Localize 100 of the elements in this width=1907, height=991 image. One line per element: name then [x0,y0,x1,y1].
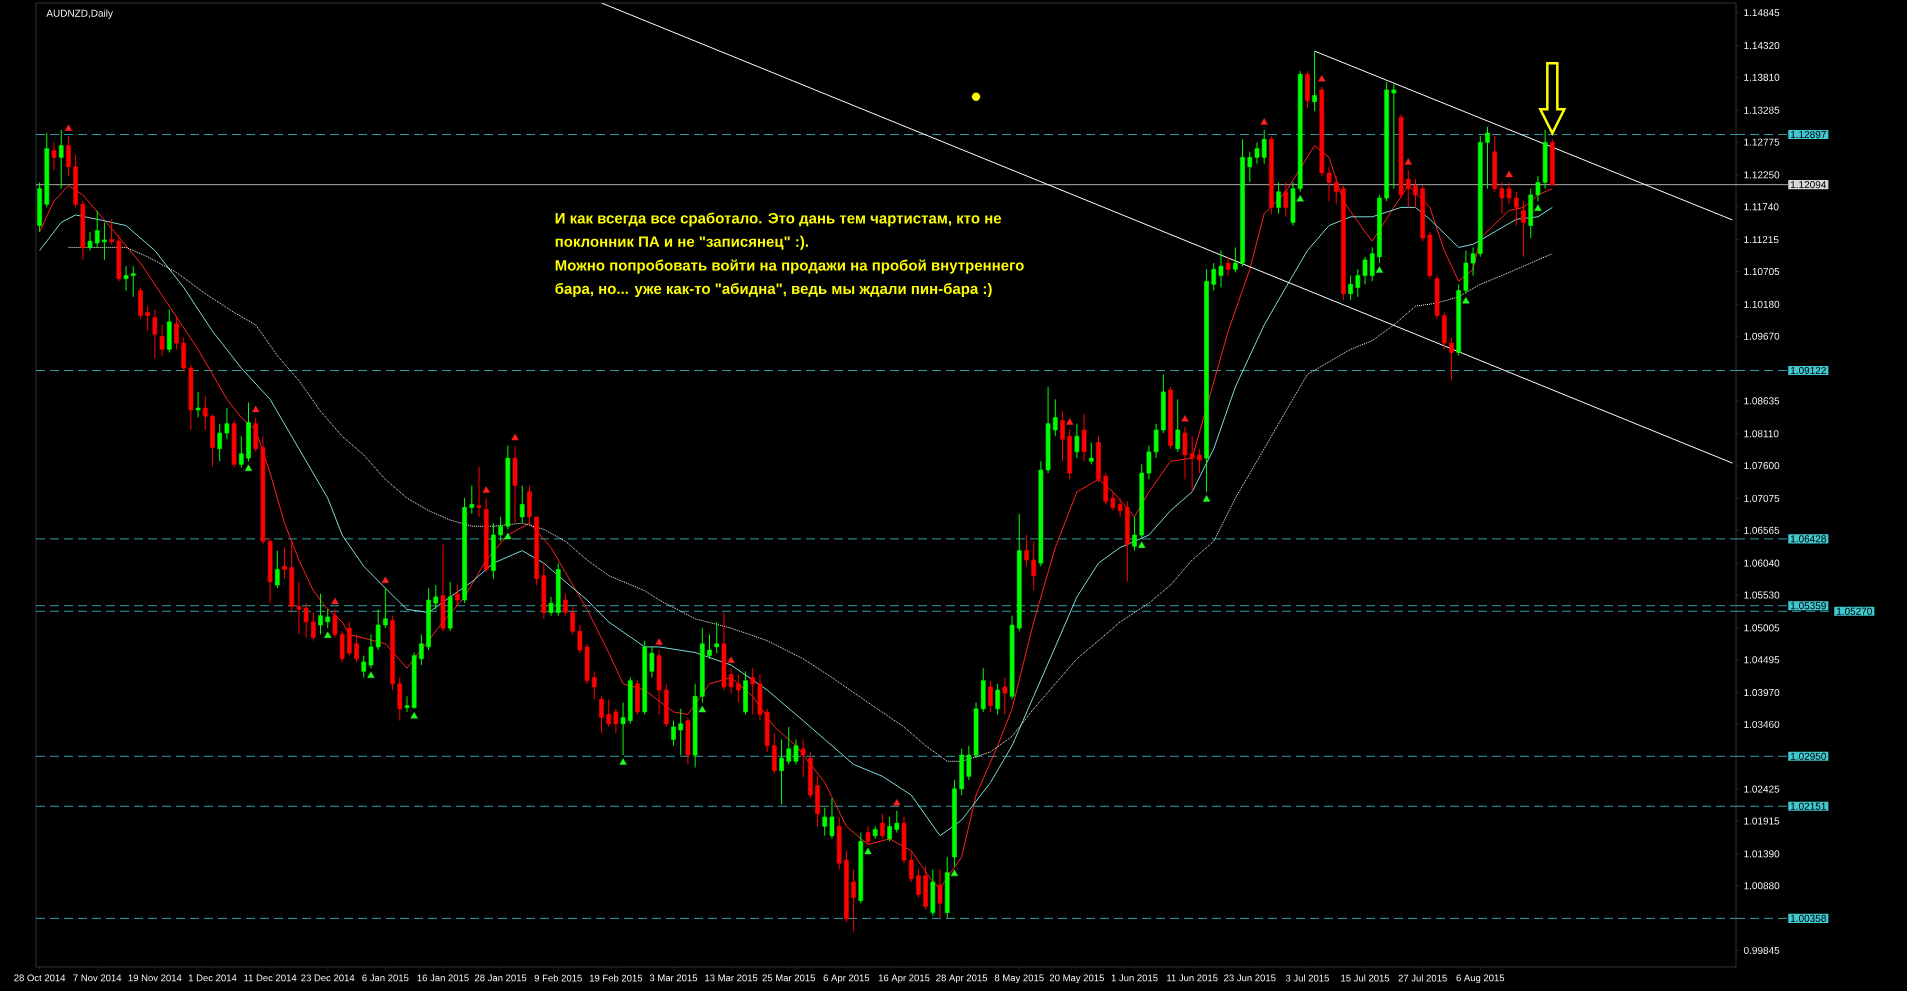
point [1066,418,1074,425]
y-tick-label: 1.11740 [1744,203,1779,211]
candlestick [880,813,885,840]
candlestick [995,683,1000,715]
candlestick [1211,262,1217,292]
y-tick-label: 1.06565 [1744,526,1780,534]
x-tick-label: 6 Jan 2015 [362,974,409,982]
point [64,124,73,131]
ref-line-label: 1.09122 [1790,366,1826,374]
x-tick-label: 28 Oct 2014 [14,974,66,982]
y-tick-label: 1.13285 [1744,106,1780,114]
point [1138,541,1146,548]
y-tick-label: 1.05005 [1744,624,1780,632]
y-tick-label: 1.04495 [1744,656,1780,664]
point [1505,170,1513,178]
candlestick [311,612,316,642]
candlestick [606,698,611,728]
x-tick-label: 15 Jul 2015 [1341,974,1390,982]
candlestick [1283,181,1289,218]
candlestick [419,633,424,666]
x-tick-label: 19 Nov 2014 [128,974,182,982]
ref-line-label: 1.02950 [1790,752,1826,760]
x-tick-label: 16 Jan 2015 [417,974,469,982]
point [324,631,332,638]
x-tick-label: 1 Jun 2015 [1111,974,1158,982]
point [244,464,253,471]
y-tick-label: 1.03970 [1744,689,1780,697]
candlestick [123,265,129,292]
y-tick-label: 1.06040 [1744,559,1780,567]
annotation: поклонник ПА и не "записянец" :). [555,235,808,250]
candlestick [238,435,244,468]
y-tick-label: 1.11215 [1744,236,1779,244]
y-tick-label: 1.01915 [1744,817,1780,825]
point [727,656,735,663]
candlestick [620,702,626,756]
candlestick [476,466,482,518]
candlestick [1197,448,1202,474]
candlestick [851,868,856,932]
candlestick [707,633,712,660]
candlestick [1254,141,1260,165]
candlestick [58,129,64,190]
candlestick [613,708,619,734]
candlestick [671,720,676,747]
candlestick [109,218,114,245]
candlestick [94,210,100,248]
candlestick [1060,410,1065,462]
candlestick [1449,336,1454,382]
candlestick [1024,534,1029,567]
point [893,799,901,806]
candlestick [1261,129,1267,165]
y-tick-label: 1.09670 [1744,332,1780,340]
y-tick-label: 1.02425 [1744,785,1780,793]
candlestick [829,797,835,840]
candlestick [1002,677,1008,715]
y-tick-label: 1.00880 [1744,882,1780,890]
candlestick [145,305,150,332]
candlestick [736,673,741,704]
candlestick [51,141,57,171]
annotation: Можно попробовать войти на продажи на пробой внутреннего [555,259,1024,274]
x-tick-label: 6 Aug 2015 [1456,974,1505,984]
ref-line-label: 1.12897 [1790,130,1826,138]
point [252,405,260,413]
x-tick-label: 11 Jun 2015 [1167,974,1218,982]
candlestick [894,810,900,834]
y-tick-label: 1.10705 [1744,267,1780,276]
point [1318,75,1326,82]
point [1260,118,1268,125]
y-tick-label: 0.99845 [1743,946,1780,954]
candlestick [779,738,784,805]
candlestick [469,485,475,515]
y-tick-label: 1.03460 [1744,720,1780,728]
candlestick [1052,398,1058,437]
ref-line-label: 1.12094 [1790,181,1827,189]
candlestick [1218,250,1224,288]
x-tick-label: 6 Apr 2015 [823,974,870,984]
y-tick-label: 1.13810 [1744,73,1780,81]
candlestick [174,315,179,350]
candlestick [498,516,503,542]
x-tick-label: 16 Apr 2015 [878,974,930,984]
x-tick-label: 7 Nov 2014 [73,974,122,982]
x-tick-label: 8 May 2015 [994,974,1044,984]
candlestick [649,646,655,679]
y-tick-label: 1.12250 [1744,171,1780,179]
candlestick [152,308,158,360]
candlestick [1175,398,1181,453]
point [971,92,981,101]
point [381,576,390,583]
candlestick [433,584,439,610]
candlestick [325,608,331,629]
point [482,486,490,493]
candlestick [1413,178,1418,208]
candlestick [937,868,943,919]
candlestick [916,868,921,899]
candlestick [563,593,568,617]
candlestick [159,324,165,357]
candlestick [1348,275,1353,301]
candlestick [1312,50,1317,112]
text: AUDNZD,Daily [46,9,113,19]
candlestick [1132,516,1137,552]
point [698,705,706,713]
